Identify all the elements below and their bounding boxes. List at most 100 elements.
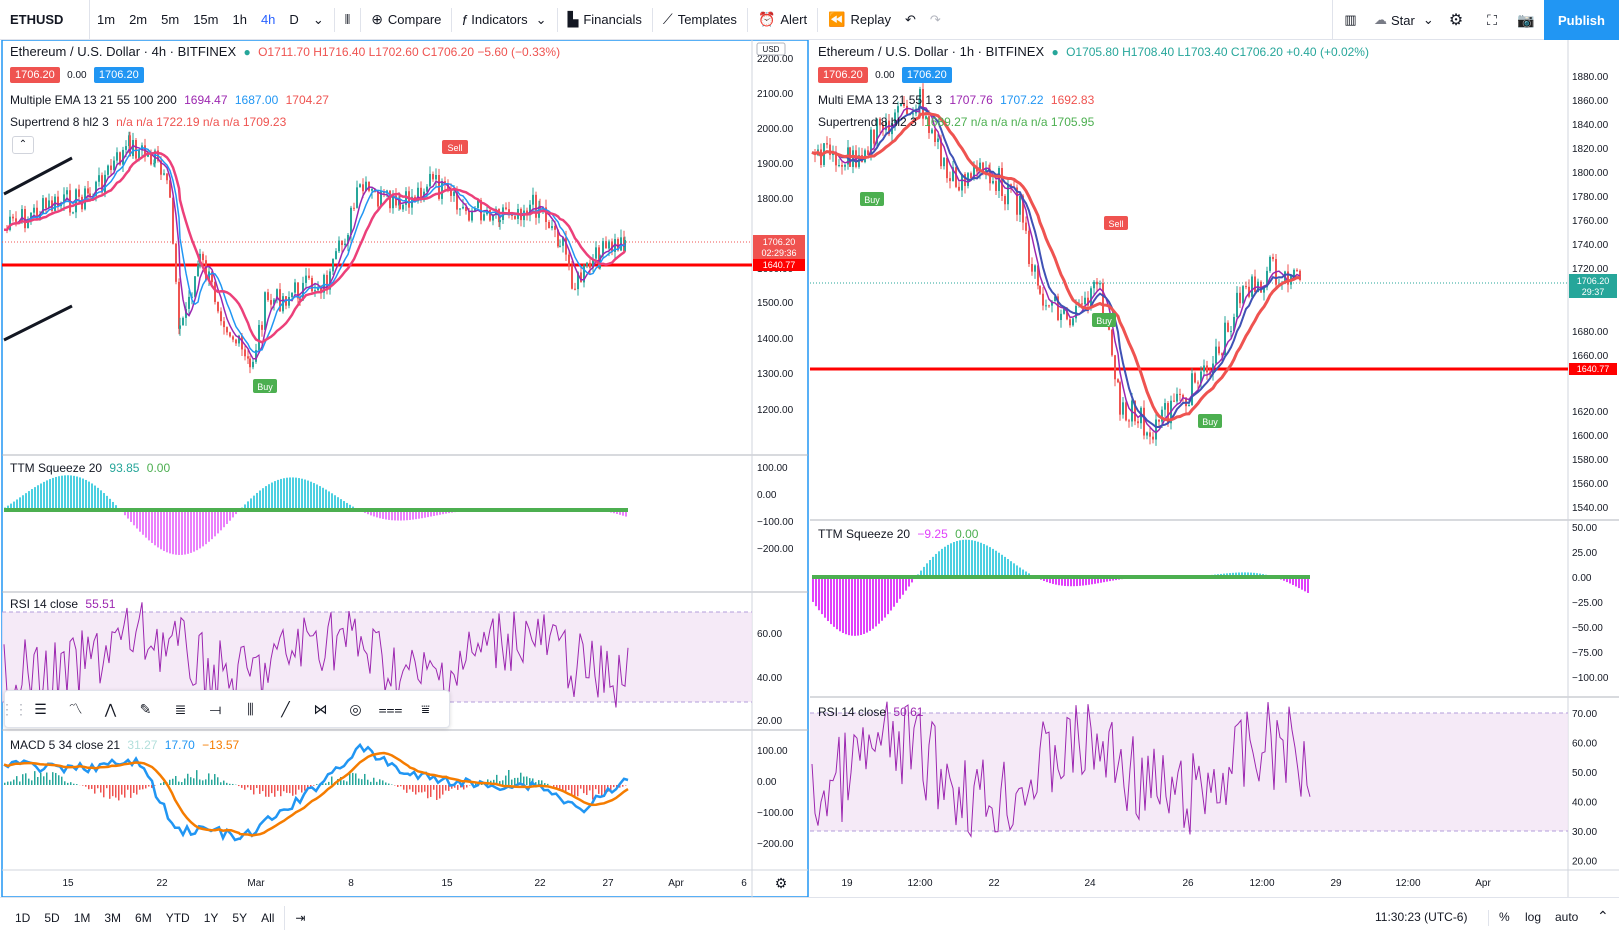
macd-bar [271,785,273,794]
interval-1h[interactable]: 1h [232,12,247,27]
trend-line-lower[interactable] [3,304,73,342]
currency-tag[interactable] [756,42,786,56]
templates-button[interactable]: ⟋ Templates [656,0,744,40]
left-price-axis[interactable]: 2200.002100.002000.001900.001800.001600.… [757,54,794,850]
alert-button[interactable]: ⏰ Alert [751,0,814,40]
financials-button[interactable]: ▙ Financials [561,0,649,40]
trendline-tool-icon[interactable]: ╱ [281,700,290,717]
ttm-bar [1307,577,1309,593]
drag-handle-icon[interactable]: ⋮⋮ [0,700,28,717]
right-price-axis[interactable]: 1880.00 1860.00 1840.00 1820.00 1800.00 1780.… [1572,72,1609,868]
right-chart-title[interactable]: Ethereum / U.S. Dollar · 1h · BITFINEX [818,44,1045,59]
chart-type-icon[interactable]: ⫴ [344,11,351,27]
redo-icon[interactable]: ↷ [929,11,941,27]
left-chart-title[interactable]: Ethereum / U.S. Dollar · 4h · BITFINEX [10,44,237,59]
interval-2m[interactable]: 2m [129,12,148,27]
parallel-channel-icon[interactable]: ⩶ [378,700,403,717]
macd-bar [31,780,33,785]
interval-4h[interactable]: 4h [260,12,276,27]
range-ytd[interactable]: YTD [165,911,190,925]
pattern-tool-icon[interactable]: 〽 [68,701,83,717]
log-toggle[interactable]: log [1525,910,1542,924]
interval-5m[interactable]: 5m [161,12,180,27]
candle-body [276,289,278,300]
range-1y[interactable]: 1Y [203,911,219,925]
range-3m[interactable]: 3M [104,911,122,925]
left-supertrend-legend[interactable]: Supertrend 8 hl2 3 n/a n/a 1722.19 n/a n… [10,115,290,129]
candle-body [163,173,165,175]
bars-tool-icon[interactable]: ⫼ [247,700,254,717]
layout-icon[interactable]: ▥ [1332,0,1368,40]
auto-toggle[interactable]: auto [1555,910,1579,924]
gear-icon[interactable]: ⚙ [1448,12,1464,29]
macd-bar [70,782,72,785]
range-6m[interactable]: 6M [135,911,152,925]
ttm-bar [286,477,288,510]
range-1d[interactable]: 1D [15,911,31,925]
price-axis-label: 2200.00 [757,54,794,65]
interval-1m[interactable]: 1m [97,12,116,27]
sell-price-button[interactable]: 1706.20 [818,67,868,83]
candle-body [297,282,299,299]
ray-tool-icon[interactable]: ⟞ [209,700,222,717]
trend-line-upper[interactable] [3,156,73,196]
interval-dropdown-icon[interactable]: ⌄ [312,11,324,27]
candle-body [955,167,957,187]
replay-button[interactable]: ⏪ Replay [821,0,898,40]
right-ttm-legend[interactable]: TTM Squeeze 20 −9.25 0.00 [818,527,982,541]
last-price-tag-right [1569,274,1617,298]
interval-d[interactable]: D [289,12,299,27]
gear-icon[interactable]: ⚙ [775,875,788,891]
chart-canvas[interactable]: 2200.00 2100.00 2000.00 1900.00 1800.00 1600.… [0,40,1619,897]
publish-button[interactable]: Publish [1544,0,1619,40]
xabcd-pattern-icon[interactable]: ⋈ [313,700,328,717]
buy-price-button[interactable]: 1706.20 [901,67,952,83]
percent-toggle[interactable]: % [1499,910,1510,924]
range-all[interactable]: All [261,911,275,925]
brush-tool-icon[interactable]: ✎ [139,700,152,717]
collapse-legend-button[interactable]: ⌃ [12,136,34,154]
range-5y[interactable]: 5Y [232,911,248,925]
right-rsi-legend[interactable]: RSI 14 close 50.61 [818,705,927,719]
ttm-bar [1013,563,1015,577]
compare-button[interactable]: ⊕ Compare [364,0,448,40]
chevron-down-icon: ⌄ [535,11,547,27]
goto-date-icon[interactable]: ⇥ [295,911,306,925]
symbol-search[interactable]: ETHUSD [0,0,90,40]
left-rsi-legend[interactable]: RSI 14 close 55.51 [10,597,119,611]
candle-body [399,199,401,210]
settings-lines-icon[interactable]: ⩸ [421,700,430,717]
left-macd-legend[interactable]: MACD 5 34 close 21 31.27 17.70 −13.57 [10,738,243,752]
indicators-button[interactable]: f Indicators ⌄ [455,0,553,40]
range-1m[interactable]: 1M [73,911,91,925]
hlines-tool-icon[interactable]: ☰ [34,700,47,717]
right-supertrend-legend[interactable]: Supertrend 8 hl2 3 1689.27 n/a n/a n/a n… [818,115,1098,129]
time-axis-label: 22 [156,878,168,889]
camera-icon[interactable]: 📷 [1517,11,1535,28]
time-axes[interactable]: 15 22 Mar 8 15 22 27 Apr 6 19 12:00 22 24 26 12:00 29 12… [62,878,1491,889]
candle-body [179,325,181,329]
macd-bar [427,785,429,799]
abcd-pattern-icon[interactable]: ⋀ [104,700,117,717]
macd-bar [298,785,300,790]
fullscreen-icon[interactable]: ⛶ [1487,11,1497,28]
layout-name-button[interactable]: ☁ Star ⌄ [1368,0,1434,40]
left-ema-legend[interactable]: Multiple EMA 13 21 55 100 200 1694.47 16… [10,93,333,107]
ttm-bar [899,577,901,599]
spiral-tool-icon[interactable]: ◎ [349,700,362,717]
undo-icon[interactable]: ↶ [905,11,916,27]
buy-price-button[interactable]: 1706.20 [93,67,144,83]
clock-label[interactable]: 11:30:23 (UTC-6) [1375,910,1468,924]
candle-body [132,140,134,157]
countdown-label-right: 29:37 [1582,287,1605,297]
chevron-up-icon[interactable]: ⌃ [1597,908,1609,924]
interval-15m[interactable]: 15m [193,12,219,27]
ttm-bar [334,495,336,510]
sell-price-button[interactable]: 1706.20 [10,67,60,83]
rsi-axis-label: 20.00 [1572,857,1597,868]
left-ttm-legend[interactable]: TTM Squeeze 20 93.85 0.00 [10,461,174,475]
macd-bar [451,785,453,789]
fib-tool-icon[interactable]: ≣ [174,700,187,717]
right-ema-legend[interactable]: Multi EMA 13 21 55 1 3 1707.76 1707.22 1… [818,93,1098,107]
range-5d[interactable]: 5D [44,911,60,925]
